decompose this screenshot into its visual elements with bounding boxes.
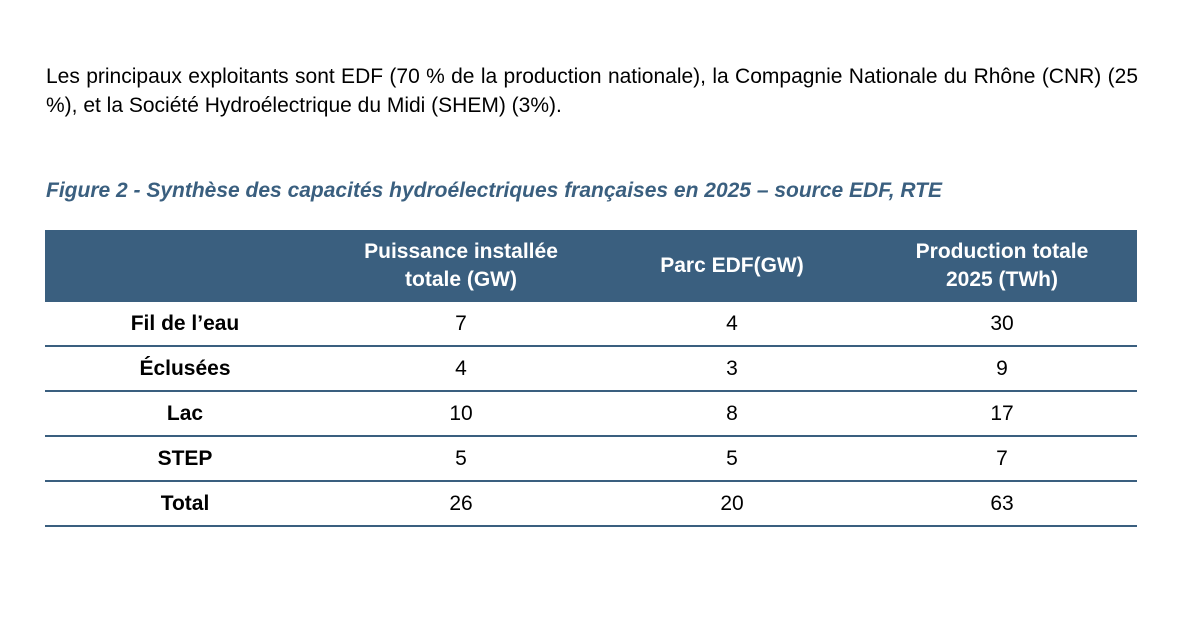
cell-puissance: 4 bbox=[325, 346, 597, 392]
table-row: Lac 10 8 17 bbox=[45, 391, 1137, 437]
row-label: Lac bbox=[45, 391, 325, 437]
header-production-totale: Production totale 2025 (TWh) bbox=[867, 230, 1137, 302]
cell-production: 17 bbox=[867, 391, 1137, 437]
header-production-line2: 2025 (TWh) bbox=[945, 268, 1058, 291]
table-header: Puissance installée totale (GW) Parc EDF… bbox=[45, 230, 1137, 302]
table-row: STEP 5 5 7 bbox=[45, 436, 1137, 482]
cell-parc-edf: 8 bbox=[597, 391, 867, 437]
row-label: Éclusées bbox=[45, 346, 325, 392]
header-production-line1: Production totale bbox=[915, 240, 1089, 263]
cell-production: 30 bbox=[867, 302, 1137, 347]
header-empty-cell bbox=[45, 230, 325, 302]
table-row: Fil de l’eau 7 4 30 bbox=[45, 302, 1137, 347]
cell-puissance: 10 bbox=[325, 391, 597, 437]
cell-parc-edf: 5 bbox=[597, 436, 867, 482]
cell-parc-edf: 4 bbox=[597, 302, 867, 347]
cell-puissance: 26 bbox=[325, 481, 597, 527]
header-puissance-line1: Puissance installée bbox=[364, 240, 558, 263]
table-row-total: Total 26 20 63 bbox=[45, 481, 1137, 527]
hydro-capacity-table: Puissance installée totale (GW) Parc EDF… bbox=[45, 230, 1137, 527]
row-label: STEP bbox=[45, 436, 325, 482]
row-label: Total bbox=[45, 481, 325, 527]
header-row: Puissance installée totale (GW) Parc EDF… bbox=[45, 230, 1137, 302]
row-label: Fil de l’eau bbox=[45, 302, 325, 347]
intro-paragraph: Les principaux exploitants sont EDF (70 … bbox=[46, 65, 1138, 117]
cell-puissance: 7 bbox=[325, 302, 597, 347]
cell-puissance: 5 bbox=[325, 436, 597, 482]
header-parc-edf: Parc EDF(GW) bbox=[597, 230, 867, 302]
header-puissance-line2: totale (GW) bbox=[405, 268, 517, 291]
cell-production: 9 bbox=[867, 346, 1137, 392]
table-row: Éclusées 4 3 9 bbox=[45, 346, 1137, 392]
cell-production: 7 bbox=[867, 436, 1137, 482]
cell-parc-edf: 20 bbox=[597, 481, 867, 527]
header-puissance-installee: Puissance installée totale (GW) bbox=[325, 230, 597, 302]
figure-caption: Figure 2 - Synthèse des capacités hydroé… bbox=[46, 179, 942, 202]
cell-production: 63 bbox=[867, 481, 1137, 527]
cell-parc-edf: 3 bbox=[597, 346, 867, 392]
table-body: Fil de l’eau 7 4 30 Éclusées 4 3 9 Lac 1… bbox=[45, 302, 1137, 527]
